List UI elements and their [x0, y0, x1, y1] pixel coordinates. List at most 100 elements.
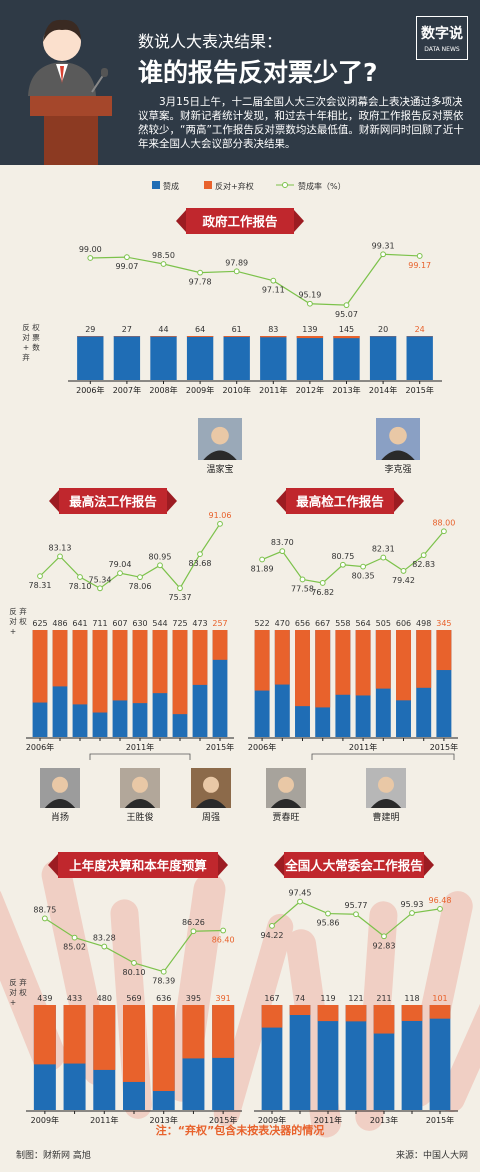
gov-report-side-label-char: 票	[32, 333, 40, 342]
legend-rate-label: 赞成率（%）	[298, 181, 346, 191]
court-report-against-bar	[112, 630, 128, 701]
speaker-head	[43, 23, 81, 61]
gov-report-approve-bar	[369, 336, 397, 380]
court-report-against-bar	[92, 630, 108, 713]
procuratorate-report-rate-value: 76.82	[311, 588, 334, 597]
procuratorate-report-against-bar	[335, 630, 351, 695]
court-report-rate-value: 91.06	[209, 511, 232, 520]
budget-report-x-label: 2015年	[209, 1115, 237, 1125]
gov-report-against-bar	[296, 336, 324, 339]
procuratorate-report-against-value: 470	[275, 619, 290, 628]
court-report-tail-right	[167, 490, 177, 512]
gov-report-x-label: 2014年	[369, 385, 397, 395]
budget-report-rate-value: 86.40	[212, 936, 235, 945]
court-report-rate-value: 78.31	[29, 581, 52, 590]
zhou-qiang-shoulders	[195, 799, 227, 808]
gov-report-against-bar	[260, 336, 287, 338]
budget-report-rate-marker	[160, 968, 167, 975]
court-report-rate-value: 83.13	[49, 543, 72, 552]
npcsc-report-rate-value: 95.77	[345, 901, 368, 910]
budget-report-against-value: 569	[126, 994, 141, 1003]
court-report-rate-marker	[217, 520, 223, 527]
procuratorate-report-against-value: 345	[436, 619, 451, 628]
gov-report-banner	[186, 208, 294, 234]
wang-shengjun-name: 王胜俊	[126, 811, 153, 823]
budget-report-rate-marker	[71, 934, 78, 941]
gov-report-x-label: 2010年	[223, 385, 251, 395]
npcsc-report-x-label: 2009年	[258, 1115, 286, 1125]
budget-report-rate-value: 86.26	[182, 918, 205, 927]
gov-report-rate-marker	[124, 254, 130, 261]
court-report-rate-marker	[77, 574, 83, 580]
procuratorate-report-rate-value: 82.31	[372, 545, 395, 554]
gov-report-x-label: 2008年	[149, 385, 177, 395]
gov-report-approve-bar	[333, 336, 360, 380]
budget-report-side-label-char: +	[10, 998, 16, 1007]
budget-report-against-value: 636	[156, 994, 171, 1003]
court-report-tail-left	[49, 490, 59, 512]
procuratorate-report-rate-marker	[259, 556, 266, 563]
budget-report-against-bar	[182, 1005, 205, 1059]
speaker-tie	[60, 66, 64, 84]
cao-jianming-name: 曹建明	[372, 811, 399, 823]
gov-report-x-label: 2013年	[332, 385, 360, 395]
procuratorate-report-against-value: 498	[416, 619, 431, 628]
npcsc-report-x-label: 2011年	[314, 1115, 342, 1125]
procuratorate-report-banner	[286, 488, 394, 514]
gov-report-rate-value: 99.31	[372, 241, 395, 250]
procuratorate-report-against-bar	[396, 630, 411, 701]
npcsc-report-x-label: 2013年	[370, 1115, 398, 1125]
procuratorate-report-rate-marker	[420, 552, 427, 559]
budget-report-rate-marker	[220, 927, 227, 934]
budget-report-rate-marker	[190, 928, 197, 935]
procuratorate-report-against-value: 505	[376, 619, 391, 628]
budget-report-x-label: 2009年	[31, 1115, 59, 1125]
gov-report-rate-value: 98.50	[152, 251, 175, 260]
budget-report-rate-marker	[41, 915, 48, 922]
gov-report-title: 政府工作报告	[202, 214, 278, 229]
gov-report-rate-value: 95.07	[335, 310, 358, 319]
budget-report-against-value: 439	[37, 994, 52, 1003]
procuratorate-report-against-bar	[375, 630, 391, 689]
wen-jiabao-name: 温家宝	[206, 463, 233, 475]
budget-report-x-label: 2013年	[150, 1115, 178, 1125]
logo-text: 数字说	[421, 26, 463, 42]
gov-report-approve-bar	[186, 336, 214, 380]
procuratorate-report-against-value: 606	[396, 619, 411, 628]
npcsc-report-against-value: 167	[264, 994, 279, 1003]
npcsc-report-title: 全国人大常委会工作报告	[284, 858, 423, 873]
procuratorate-report-against-bar	[295, 630, 310, 707]
gov-report-approve-bar	[406, 336, 433, 380]
npcsc-report-rate-marker	[325, 910, 331, 917]
court-report-against-value: 473	[192, 619, 207, 628]
court-report-rate-value: 78.10	[69, 582, 92, 591]
speaker-hair	[43, 19, 81, 42]
budget-report-against-value: 433	[67, 994, 82, 1003]
court-report-against-value: 544	[152, 619, 167, 628]
gov-report-rate-marker	[233, 268, 240, 275]
gov-report-rate-value: 99.00	[79, 245, 102, 254]
procuratorate-report-rate-value: 81.89	[251, 565, 274, 574]
court-report-x-label: 2006年	[26, 742, 54, 752]
npcsc-report-against-value: 74	[295, 994, 305, 1003]
gov-report-x-label: 2011年	[259, 385, 287, 395]
procuratorate-report-tail-left	[276, 490, 286, 512]
budget-report-against-bar	[93, 1005, 116, 1070]
wang-shengjun-face	[132, 776, 148, 793]
npcsc-report-rate-marker	[437, 906, 443, 912]
gov-report-rate-marker	[87, 255, 94, 261]
budget-report-x-label: 2011年	[90, 1115, 118, 1125]
procuratorate-report-against-value: 656	[295, 619, 310, 628]
gov-report-side-label-char: 数	[32, 342, 40, 352]
budget-report-banner	[58, 852, 218, 878]
npcsc-report-approve-bar	[345, 1005, 367, 1110]
gov-report-against-value: 24	[415, 325, 425, 334]
zhou-qiang-name: 周强	[202, 812, 220, 823]
procuratorate-report-against-bar	[315, 630, 331, 708]
npcsc-report-against-bar	[261, 1005, 283, 1028]
budget-report-rate-marker	[101, 943, 108, 950]
budget-report-tail-left	[48, 854, 58, 876]
gov-report-against-value: 64	[195, 325, 205, 334]
header-intro: 3月15日上午，十二届全国人大三次会议闭幕会上表决通过多项决议草案。财新记者统计…	[138, 96, 464, 150]
